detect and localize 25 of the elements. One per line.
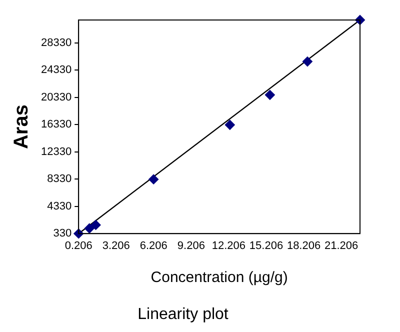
x-tick-label: 0.206 bbox=[64, 240, 92, 252]
point bbox=[264, 90, 275, 100]
x-tick-label: 6.206 bbox=[140, 240, 168, 252]
x-tick-label: 21.206 bbox=[324, 240, 358, 252]
y-tick-label: 16330 bbox=[40, 118, 72, 131]
point bbox=[90, 220, 101, 230]
y-tick-label: 8330 bbox=[47, 173, 72, 186]
x-tick-label: 12.206 bbox=[212, 240, 246, 252]
y-axis-title: Aras bbox=[10, 104, 33, 150]
y-tick-label: 12330 bbox=[40, 146, 72, 158]
point bbox=[148, 174, 159, 184]
point bbox=[224, 120, 235, 130]
x-tick-label: 9.206 bbox=[177, 240, 205, 252]
y-tick-label: 4330 bbox=[47, 200, 72, 212]
x-tick-label: 18.206 bbox=[286, 240, 321, 252]
x-tick-label: 15.206 bbox=[249, 240, 284, 252]
x-tick-label: 3.206 bbox=[102, 240, 130, 252]
point bbox=[302, 56, 312, 67]
y-tick-label: 24330 bbox=[40, 64, 72, 76]
x-axis-title: Concentration (µg/g) bbox=[150, 268, 288, 286]
point bbox=[84, 223, 94, 234]
text: Linearity plot bbox=[138, 306, 229, 323]
y-tick-label: 20330 bbox=[40, 91, 72, 104]
y-tick-label: 28330 bbox=[40, 36, 72, 49]
y-tick-label: 330 bbox=[53, 228, 72, 240]
